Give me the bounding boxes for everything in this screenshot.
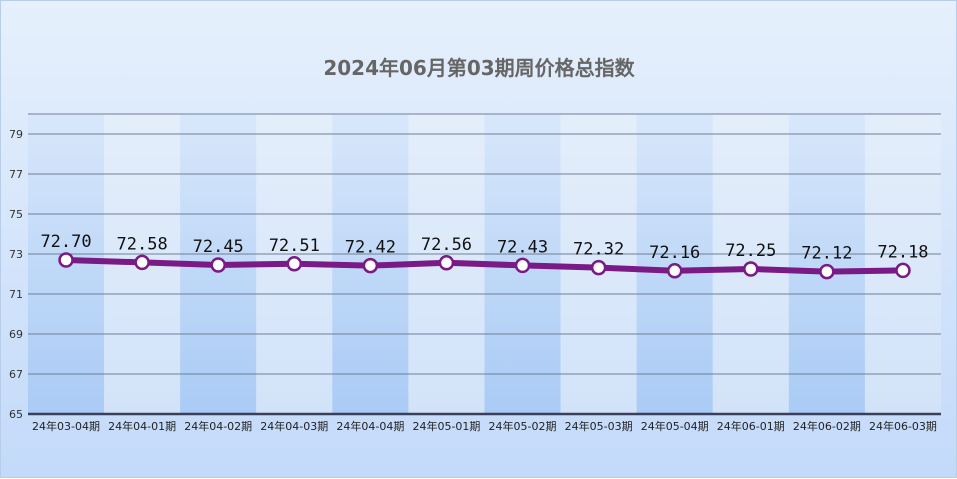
data-label: 72.12 bbox=[801, 244, 852, 264]
y-tick-label: 65 bbox=[9, 408, 23, 421]
y-tick-label: 69 bbox=[9, 328, 23, 341]
data-label: 72.18 bbox=[877, 242, 928, 262]
y-tick-label: 71 bbox=[9, 288, 23, 301]
data-point[interactable] bbox=[819, 263, 835, 280]
data-label: 72.45 bbox=[193, 237, 244, 257]
series-line bbox=[63, 257, 906, 275]
data-point[interactable] bbox=[210, 257, 226, 273]
data-point[interactable] bbox=[134, 254, 150, 271]
data-point[interactable] bbox=[590, 259, 607, 276]
x-tick-label: 24年06-03期 bbox=[869, 419, 937, 433]
x-tick-label: 24年06-01期 bbox=[717, 419, 785, 433]
y-tick-label: 79 bbox=[9, 128, 23, 141]
chart-title: 2024年06月第03期周价格总指数 bbox=[323, 56, 635, 80]
data-label: 72.51 bbox=[269, 236, 320, 256]
x-tick-label: 24年04-02期 bbox=[184, 419, 252, 433]
data-point[interactable] bbox=[514, 257, 531, 274]
y-tick-label: 75 bbox=[9, 208, 23, 221]
data-point[interactable] bbox=[666, 263, 683, 279]
data-label: 72.16 bbox=[649, 243, 700, 263]
y-tick-label: 67 bbox=[9, 368, 23, 381]
data-label: 72.70 bbox=[40, 232, 91, 252]
data-point[interactable] bbox=[895, 262, 911, 279]
data-label: 72.58 bbox=[117, 234, 168, 254]
data-point[interactable] bbox=[438, 255, 455, 271]
y-tick-label: 73 bbox=[9, 248, 23, 261]
x-tick-label: 24年05-01期 bbox=[412, 419, 480, 433]
x-tick-label: 24年05-04期 bbox=[641, 419, 709, 433]
data-label: 72.56 bbox=[421, 235, 472, 255]
x-tick-label: 24年05-03期 bbox=[565, 419, 633, 433]
data-point[interactable] bbox=[743, 261, 759, 277]
data-point[interactable] bbox=[286, 256, 303, 272]
y-tick-label: 77 bbox=[9, 168, 23, 181]
x-tick-label: 24年03-04期 bbox=[32, 419, 100, 433]
data-label: 72.42 bbox=[345, 238, 396, 258]
data-label: 72.32 bbox=[573, 240, 624, 260]
x-tick-label: 24年04-04期 bbox=[336, 419, 404, 433]
data-point[interactable] bbox=[58, 252, 74, 268]
x-tick-label: 24年04-03期 bbox=[260, 419, 328, 433]
x-tick-label: 24年04-01期 bbox=[108, 419, 176, 433]
x-tick-label: 24年05-02期 bbox=[489, 419, 557, 433]
data-label: 72.25 bbox=[725, 241, 776, 261]
data-point[interactable] bbox=[362, 257, 379, 274]
data-label: 72.43 bbox=[497, 237, 548, 257]
x-tick-label: 24年06-02期 bbox=[793, 419, 861, 433]
